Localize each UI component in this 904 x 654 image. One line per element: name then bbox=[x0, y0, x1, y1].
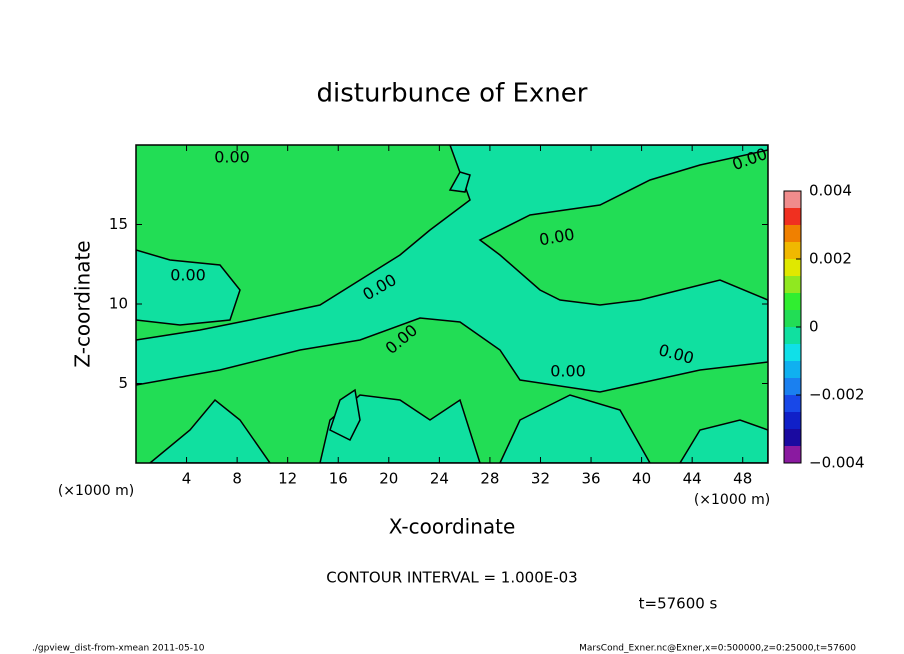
contour-regions bbox=[136, 145, 768, 463]
x-unit: (×1000 m) bbox=[694, 492, 770, 508]
colorbar-segment bbox=[784, 276, 801, 293]
x-axis-label: X-coordinate bbox=[389, 515, 516, 539]
colorbar-segment bbox=[784, 259, 801, 276]
footer-left: ./gpview_dist-from-xmean 2011-05-10 bbox=[32, 644, 205, 654]
colorbar-tick-label: −0.004 bbox=[809, 454, 865, 472]
colorbar-segment bbox=[784, 242, 801, 259]
colorbar-segment bbox=[784, 429, 801, 446]
contour-region bbox=[136, 249, 241, 326]
y-unit: (×1000 m) bbox=[58, 483, 134, 499]
x-tick-label: 4 bbox=[182, 470, 192, 488]
contour-interval: CONTOUR INTERVAL = 1.000E-03 bbox=[326, 569, 577, 587]
x-tick-label: 28 bbox=[480, 470, 499, 488]
colorbar-tick-label: 0.004 bbox=[809, 182, 852, 200]
contour-region bbox=[499, 394, 651, 463]
y-tick-label: 15 bbox=[109, 215, 128, 233]
colorbar-segment bbox=[784, 395, 801, 412]
colorbar-segment bbox=[784, 310, 801, 327]
colorbar-tick-label: −0.002 bbox=[809, 386, 865, 404]
colorbar-segment bbox=[784, 293, 801, 310]
time-label: t=57600 s bbox=[639, 595, 718, 613]
colorbar-segment bbox=[784, 412, 801, 429]
contour-label: 0.00 bbox=[170, 266, 206, 285]
colorbar-tick-label: 0 bbox=[809, 318, 819, 336]
x-tick-label: 36 bbox=[581, 470, 600, 488]
colorbar-segment bbox=[784, 327, 801, 344]
y-tick-label: 5 bbox=[118, 374, 128, 392]
contour-region bbox=[148, 398, 271, 463]
x-tick-label: 24 bbox=[430, 470, 449, 488]
y-tick-label: 10 bbox=[109, 295, 128, 313]
footer-right: MarsCond_Exner.nc@Exner,x=0:500000,z=0:2… bbox=[579, 644, 856, 654]
x-tick-label: 12 bbox=[278, 470, 297, 488]
x-tick-label: 32 bbox=[531, 470, 550, 488]
contour-region bbox=[679, 419, 768, 463]
x-tick-label: 44 bbox=[683, 470, 702, 488]
colorbar-segment bbox=[784, 191, 801, 208]
x-tick-label: 20 bbox=[379, 470, 398, 488]
colorbar-segment bbox=[784, 378, 801, 395]
x-tick-label: 16 bbox=[329, 470, 348, 488]
colorbar-tick-label: 0.002 bbox=[809, 250, 852, 268]
x-tick-label: 48 bbox=[733, 470, 752, 488]
colorbar-segment bbox=[784, 361, 801, 378]
chart-title: disturbunce of Exner bbox=[317, 79, 588, 109]
contour-label: 0.00 bbox=[214, 148, 250, 167]
contour-region bbox=[136, 145, 768, 393]
colorbar-segment bbox=[784, 446, 801, 463]
colorbar-segment bbox=[784, 208, 801, 225]
contour-region bbox=[329, 388, 361, 442]
x-tick-label: 8 bbox=[232, 470, 242, 488]
contour-label: 0.00 bbox=[550, 362, 586, 381]
colorbar-segment bbox=[784, 225, 801, 242]
x-tick-label: 40 bbox=[632, 470, 651, 488]
contour-region bbox=[448, 171, 471, 193]
colorbar-segment bbox=[784, 344, 801, 361]
y-axis-label: Z-coordinate bbox=[71, 240, 95, 367]
